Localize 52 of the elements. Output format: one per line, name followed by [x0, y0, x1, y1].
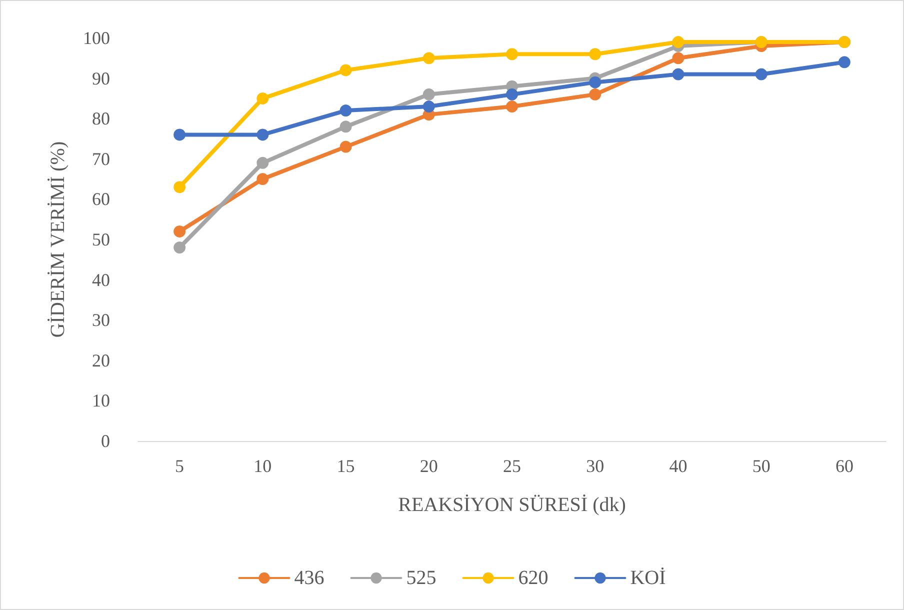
legend-label: 525	[406, 567, 436, 589]
point	[506, 100, 518, 113]
point	[174, 128, 186, 141]
point	[256, 156, 269, 169]
y-tick-label: 90	[92, 68, 110, 88]
point	[672, 52, 684, 64]
y-tick-label: 30	[92, 310, 110, 330]
y-axis-title: GİDERİM VERİMİ (%)	[47, 141, 69, 338]
x-tick-label: 15	[336, 456, 355, 476]
y-tick-label: 80	[92, 108, 110, 129]
x-tick-label: 60	[835, 456, 854, 476]
y-tick-label: 50	[92, 230, 110, 250]
point	[422, 52, 435, 64]
point	[672, 68, 684, 80]
y-tick-label: 40	[92, 270, 110, 290]
point	[256, 92, 269, 104]
y-tick-label: 0	[101, 431, 110, 451]
y-tick-label: 60	[92, 189, 110, 210]
y-tick-label: 10	[92, 390, 110, 411]
point	[422, 88, 435, 100]
point	[340, 64, 352, 76]
point	[174, 181, 186, 194]
x-tick-label: 30	[586, 456, 604, 476]
y-tick-label: 70	[92, 148, 110, 169]
point	[506, 88, 518, 100]
point	[755, 68, 768, 80]
point	[340, 140, 352, 153]
legend-label: 620	[518, 567, 548, 589]
x-tick-label: 10	[254, 456, 272, 476]
point	[589, 48, 602, 60]
x-axis-title: REAKSİYON SÜRESİ (dk)	[398, 494, 626, 516]
point	[174, 242, 186, 254]
point	[506, 48, 518, 60]
legend-label: KOİ	[630, 567, 666, 589]
point	[838, 56, 850, 68]
point	[422, 100, 435, 113]
legend-label: 436	[294, 567, 324, 589]
x-tick-label: 20	[420, 456, 438, 476]
point	[256, 128, 269, 141]
x-tick-label: 50	[752, 456, 770, 476]
point	[340, 120, 352, 133]
x-tick-label: 5	[175, 456, 184, 476]
point	[672, 36, 684, 48]
point	[589, 76, 602, 88]
x-tick-label: 25	[503, 456, 521, 476]
point	[174, 225, 186, 238]
point	[256, 173, 269, 186]
y-tick-label: 20	[92, 350, 110, 370]
point	[589, 88, 602, 100]
point	[340, 104, 352, 117]
y-tick-label: 100	[83, 28, 110, 48]
x-tick-label: 40	[669, 456, 688, 476]
